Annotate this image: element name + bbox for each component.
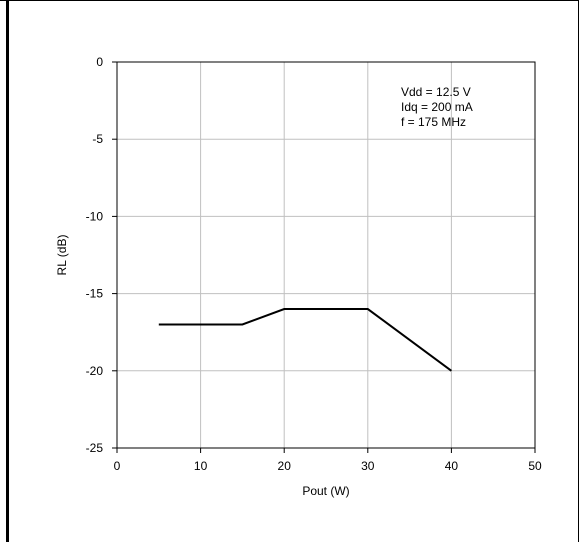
x-tick-label: 10 — [194, 459, 208, 473]
series-group — [158, 308, 452, 372]
ticks — [112, 61, 536, 453]
annotation-freq: f = 175 MHz — [401, 115, 466, 129]
annotation-vdd: Vdd = 12.5 V — [401, 85, 471, 99]
x-tick-label: 50 — [528, 459, 542, 473]
y-tick-labels: 0 -5 -10 -15 -20 -25 — [86, 55, 104, 455]
y-tick-label: -15 — [86, 287, 104, 301]
x-tick-label: 20 — [278, 459, 292, 473]
y-tick-label: -10 — [86, 209, 104, 223]
annotation-idq: Idq = 200 mA — [401, 100, 473, 114]
x-tick-label: 40 — [445, 459, 459, 473]
series-line-0 — [158, 308, 452, 372]
x-tick-labels: 0 10 20 30 40 50 — [114, 459, 542, 473]
y-tick-label: 0 — [96, 55, 103, 69]
plot-area — [116, 61, 536, 449]
grid — [117, 62, 535, 448]
y-axis-label: RL (dB) — [55, 235, 69, 276]
x-tick-label: 0 — [114, 459, 121, 473]
x-axis-label: Pout (W) — [302, 484, 349, 498]
y-tick-label: -25 — [86, 441, 104, 455]
y-tick-label: -5 — [92, 132, 103, 146]
annotations: Vdd = 12.5 V Idq = 200 mA f = 175 MHz — [401, 85, 473, 129]
y-tick-label: -20 — [86, 364, 104, 378]
x-tick-label: 30 — [361, 459, 375, 473]
